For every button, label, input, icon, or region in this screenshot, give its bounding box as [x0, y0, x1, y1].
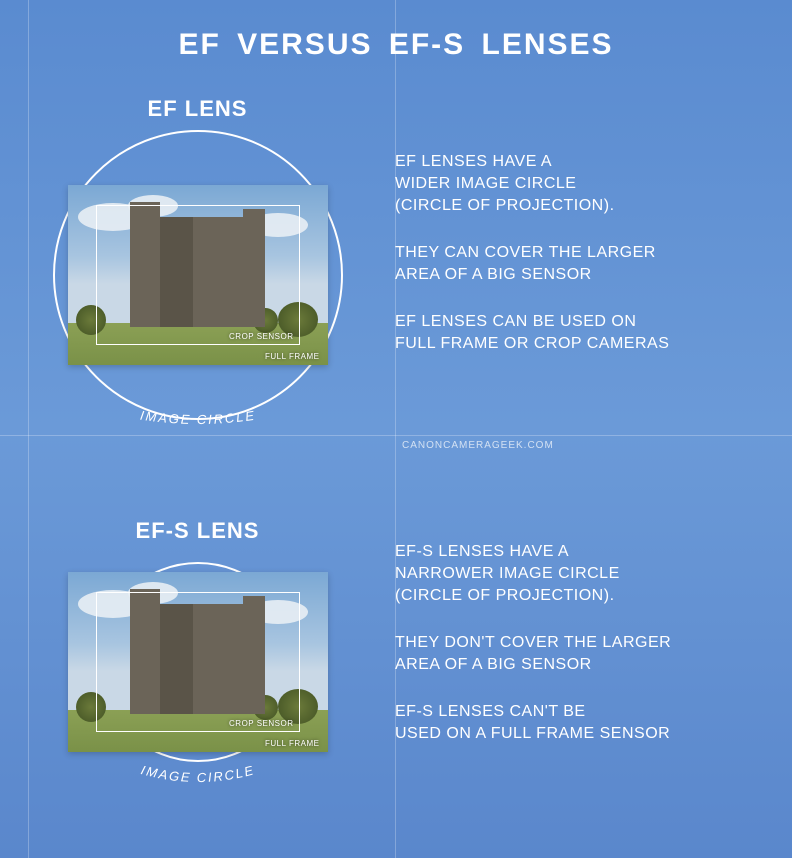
efs-crop-sensor-rect	[96, 592, 300, 732]
grid-horizontal	[0, 435, 792, 436]
ef-paragraph-2: THEY CAN COVER THE LARGER AREA OF A BIG …	[395, 242, 762, 287]
ef-diagram-column: EF LENS CROP SENSOR FULL FRAME	[0, 96, 395, 434]
ef-text-column: EF LENSES HAVE A WIDER IMAGE CIRCLE (CIR…	[395, 151, 792, 380]
page-title: EF VERSUS EF-S LENSES	[0, 0, 792, 62]
ef-photo: CROP SENSOR FULL FRAME	[68, 185, 328, 365]
efs-paragraph-3: EF-S LENSES CAN'T BE USED ON A FULL FRAM…	[395, 701, 762, 746]
efs-diagram: CROP SENSOR FULL FRAME	[58, 552, 338, 772]
efs-paragraph-1: EF-S LENSES HAVE A NARROWER IMAGE CIRCLE…	[395, 541, 762, 608]
efs-paragraph-2: THEY DON'T COVER THE LARGER AREA OF A BI…	[395, 632, 762, 677]
efs-text-column: EF-S LENSES HAVE A NARROWER IMAGE CIRCLE…	[395, 541, 792, 770]
ef-paragraph-3: EF LENSES CAN BE USED ON FULL FRAME OR C…	[395, 311, 762, 356]
efs-crop-sensor-label: CROP SENSOR	[229, 719, 293, 728]
ef-crop-sensor-label: CROP SENSOR	[229, 332, 293, 341]
ef-full-frame-label: FULL FRAME	[265, 352, 320, 361]
ef-diagram: CROP SENSOR FULL FRAME	[48, 130, 348, 420]
efs-diagram-column: EF-S LENS CROP SENSOR FULL FRAME	[0, 518, 395, 792]
ef-paragraph-1: EF LENSES HAVE A WIDER IMAGE CIRCLE (CIR…	[395, 151, 762, 218]
ef-lens-label: EF LENS	[148, 96, 248, 122]
watermark: CANONCAMERAGEEK.COM	[402, 440, 554, 451]
efs-full-frame-label: FULL FRAME	[265, 739, 320, 748]
ef-section: EF LENS CROP SENSOR FULL FRAME	[0, 95, 792, 435]
efs-photo: CROP SENSOR FULL FRAME	[68, 572, 328, 752]
efs-lens-label: EF-S LENS	[136, 518, 260, 544]
ef-crop-sensor-rect	[96, 205, 300, 345]
efs-section: EF-S LENS CROP SENSOR FULL FRAME	[0, 485, 792, 825]
